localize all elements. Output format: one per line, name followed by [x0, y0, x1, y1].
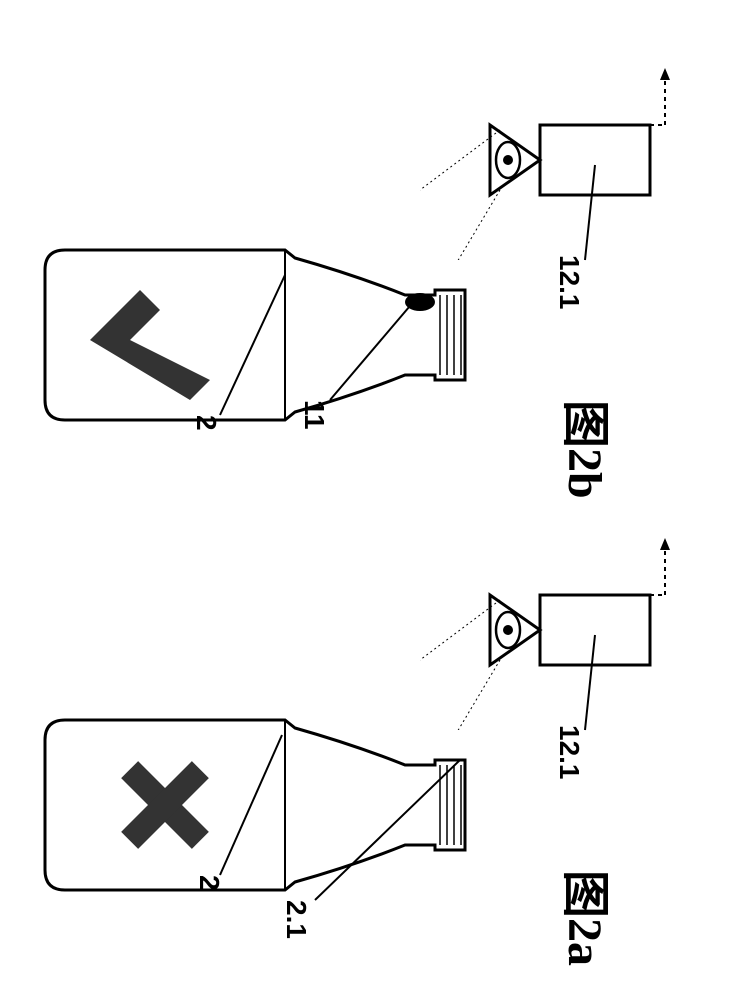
figure-2b: 11 2 12.1: [0, 60, 750, 490]
leader-12-1: [575, 630, 655, 750]
label-2-b: 2: [190, 415, 222, 431]
leader-2: [210, 730, 330, 880]
fig-label-2a: 图2a: [555, 870, 625, 966]
label-12-1: 12.1: [553, 725, 585, 780]
label-2-1: 2.1: [280, 900, 312, 939]
figure-2a: 2.1 2 12.1: [0, 530, 750, 960]
leader-2b: [210, 270, 330, 420]
fig-label-2b: 图2b: [555, 400, 625, 499]
label-12-1-b: 12.1: [553, 255, 585, 310]
leader-12-1b: [575, 160, 655, 280]
label-2: 2: [193, 875, 225, 891]
leader-2-1: [305, 705, 505, 905]
leader-11: [320, 260, 470, 410]
